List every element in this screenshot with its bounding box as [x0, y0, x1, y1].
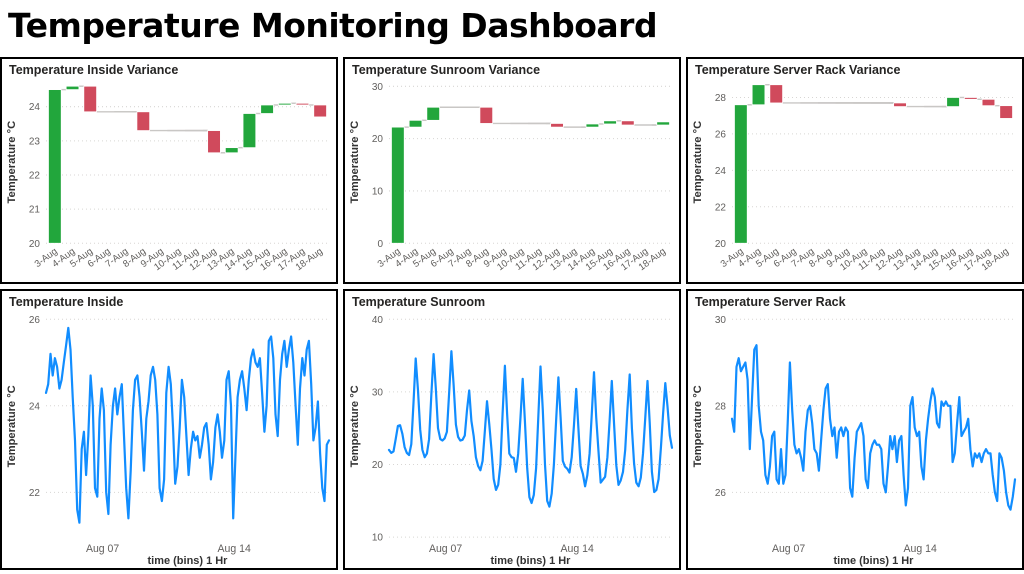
svg-text:Aug 07: Aug 07 [86, 543, 119, 555]
svg-text:Temperature °C: Temperature °C [692, 121, 704, 204]
chart-body: 20 22 24 26 28 Temperature °C 3-Aug 4-Aug 5-Aug 6… [688, 77, 1022, 282]
chart-body: 22 24 26 Temperature °C Aug 07 Aug 14 time (bi… [2, 309, 336, 568]
chart-body: 0 10 20 30 Temperature °C 3-Aug 4-Aug 5-Aug 6-Au… [345, 77, 679, 282]
tile-temperature-inside-variance: Temperature Inside Variance 20 21 22 23 24 Te… [0, 57, 338, 284]
svg-text:Temperature °C: Temperature °C [349, 121, 361, 204]
chart-title: Temperature Server Rack [695, 295, 846, 309]
svg-text:22: 22 [29, 488, 41, 499]
svg-text:Aug 07: Aug 07 [429, 543, 462, 555]
svg-text:10: 10 [372, 186, 383, 197]
chart-body: 20 21 22 23 24 Temperature °C 3-Aug 4-Aug 5-Aug 6… [2, 77, 336, 282]
tile-temperature-sunroom: Temperature Sunroom 10 20 30 40 Temperature … [343, 289, 681, 570]
svg-text:30: 30 [372, 387, 384, 398]
svg-text:20: 20 [372, 134, 383, 145]
svg-text:22: 22 [29, 170, 40, 181]
svg-text:Aug 14: Aug 14 [561, 543, 594, 555]
svg-text:23: 23 [29, 136, 40, 147]
svg-text:Temperature °C: Temperature °C [6, 121, 18, 204]
tile-temperature-inside: Temperature Inside 22 24 26 Temperature °C A… [0, 289, 338, 570]
chart-title: Temperature Sunroom Variance [352, 63, 541, 77]
svg-text:Aug 14: Aug 14 [218, 543, 251, 555]
tile-temperature-server-rack: Temperature Server Rack 26 28 30 Temperatur… [686, 289, 1024, 570]
svg-text:20: 20 [715, 239, 726, 250]
svg-text:time (bins) 1 Hr: time (bins) 1 Hr [148, 555, 229, 567]
chart-title: Temperature Inside Variance [9, 63, 179, 77]
svg-text:26: 26 [715, 488, 727, 499]
svg-text:Temperature °C: Temperature °C [6, 385, 18, 467]
chart-body: 26 28 30 Temperature °C Aug 07 Aug 14 time (bi… [688, 309, 1022, 568]
svg-text:Aug 07: Aug 07 [772, 543, 805, 555]
chart-body: 10 20 30 40 Temperature °C Aug 07 Aug 14 time (… [345, 309, 679, 568]
svg-text:time (bins) 1 Hr: time (bins) 1 Hr [491, 555, 572, 567]
chart-title: Temperature Server Rack Variance [695, 63, 901, 77]
svg-text:28: 28 [715, 93, 726, 104]
dashboard-grid: Temperature Inside Variance 20 21 22 23 24 Te… [0, 57, 1024, 574]
chart-title: Temperature Inside [9, 295, 124, 309]
svg-text:22: 22 [715, 202, 726, 213]
svg-text:30: 30 [715, 315, 727, 326]
page-title: Temperature Monitoring Dashboard [8, 6, 658, 45]
svg-text:26: 26 [715, 129, 726, 140]
svg-text:24: 24 [715, 166, 726, 177]
svg-text:20: 20 [29, 239, 40, 250]
svg-text:time (bins) 1 Hr: time (bins) 1 Hr [834, 555, 915, 567]
svg-text:26: 26 [29, 315, 41, 326]
svg-text:24: 24 [29, 102, 40, 113]
chart-title: Temperature Sunroom [352, 295, 486, 309]
svg-text:30: 30 [372, 82, 383, 93]
svg-text:10: 10 [372, 533, 384, 544]
svg-text:20: 20 [372, 460, 384, 471]
svg-text:24: 24 [29, 401, 41, 412]
svg-text:40: 40 [372, 315, 384, 326]
svg-text:Aug 14: Aug 14 [904, 543, 937, 555]
svg-text:Temperature °C: Temperature °C [692, 385, 704, 467]
svg-text:0: 0 [377, 239, 383, 250]
dashboard-header: Temperature Monitoring Dashboard [0, 0, 1024, 57]
tile-temperature-sunroom-variance: Temperature Sunroom Variance 0 10 20 30 Temp… [343, 57, 681, 284]
svg-text:Temperature °C: Temperature °C [349, 385, 361, 467]
svg-text:21: 21 [29, 205, 40, 216]
tile-temperature-server-rack-variance: Temperature Server Rack Variance 20 22 24 2… [686, 57, 1024, 284]
svg-text:28: 28 [715, 401, 727, 412]
